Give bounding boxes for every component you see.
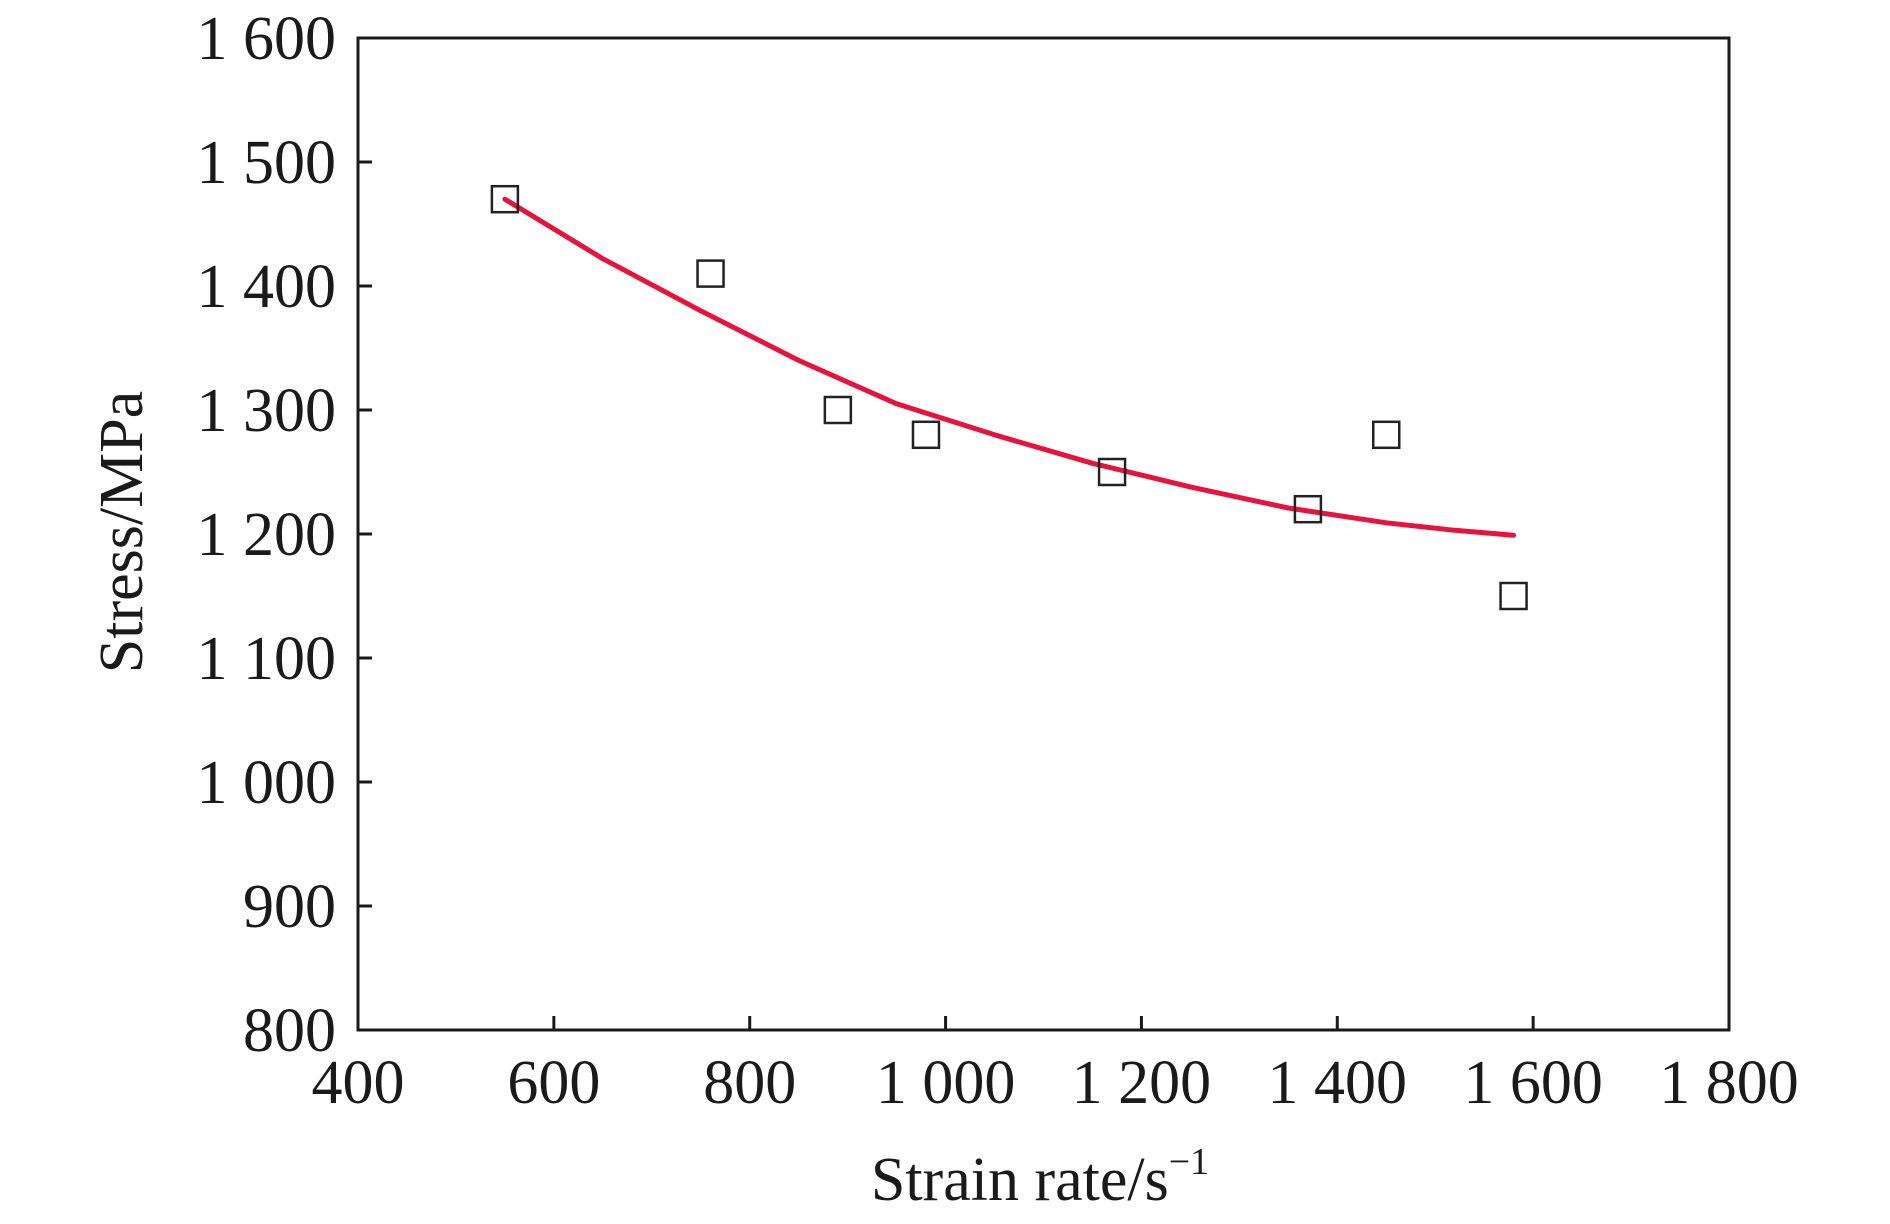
y-tick-label: 900 (243, 873, 336, 941)
data-point-square (1499, 581, 1528, 611)
data-point-square (911, 420, 941, 450)
y-tick-label: 1 000 (197, 749, 337, 817)
x-tick-label: 1 800 (1659, 1049, 1799, 1117)
y-tick-label: 1 300 (197, 377, 337, 445)
data-point-square (696, 259, 725, 288)
y-tick-label: 800 (243, 997, 336, 1065)
series-layer (490, 184, 1528, 611)
x-tick-label: 400 (312, 1049, 405, 1117)
x-tick-label: 1 000 (876, 1049, 1016, 1117)
y-tick-label: 1 100 (197, 625, 337, 693)
data-point-square (823, 395, 853, 425)
fit-curve (502, 196, 1517, 538)
y-tick-label: 1 600 (197, 5, 337, 73)
y-axis-title: Stress/MPa (88, 391, 156, 673)
y-tick-label: 1 400 (197, 253, 337, 321)
data-point-square (1097, 457, 1127, 487)
x-axis: 400 600 800 1 000 1 200 1 400 1 600 1 800 (312, 1016, 1799, 1117)
x-axis-title-main: Strain rate/s (871, 1146, 1169, 1214)
x-tick-label: 600 (507, 1049, 600, 1117)
x-axis-title: Strain rate/s−1 (871, 1141, 1209, 1214)
x-tick-label: 800 (703, 1049, 796, 1117)
y-tick-label: 1 200 (197, 501, 337, 569)
y-tick-label: 1 500 (197, 129, 337, 197)
data-point-square (1372, 420, 1401, 450)
data-point-square (490, 184, 520, 214)
x-tick-label: 1 600 (1463, 1049, 1603, 1117)
x-axis-title-superscript: −1 (1169, 1141, 1209, 1183)
y-axis: 800 900 1 000 1 100 1 200 1 300 1 400 1 500 1 60… (197, 5, 372, 1065)
data-point-square (1293, 494, 1323, 524)
x-tick-label: 1 400 (1268, 1049, 1408, 1117)
x-tick-label: 1 200 (1072, 1049, 1212, 1117)
